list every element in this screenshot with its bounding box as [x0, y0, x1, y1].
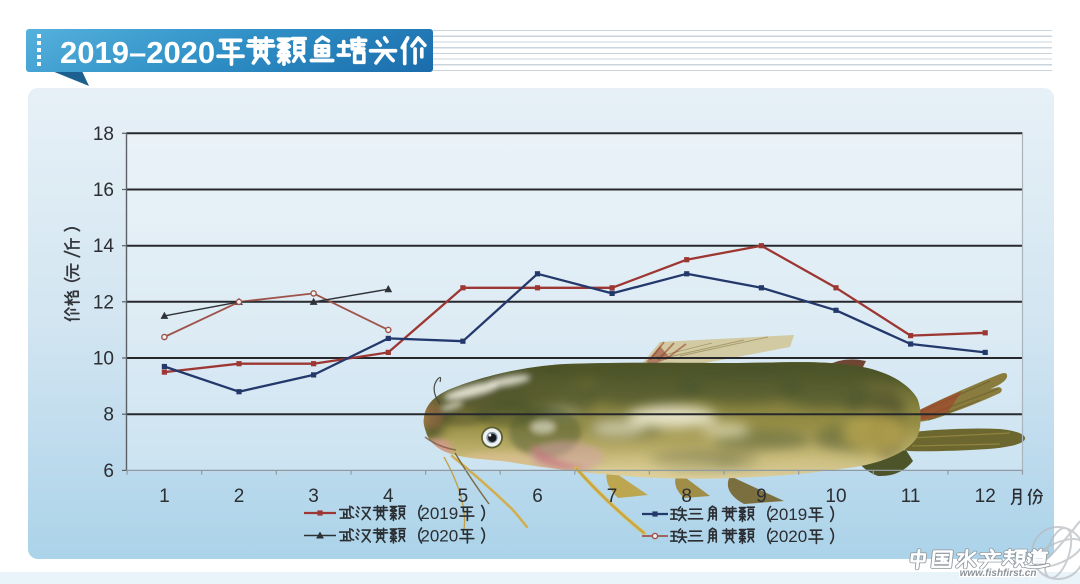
- svg-text:18: 18: [93, 124, 114, 145]
- svg-text:8: 8: [103, 405, 114, 426]
- svg-text:9: 9: [756, 486, 767, 507]
- svg-text:5: 5: [458, 486, 469, 507]
- svg-text:2: 2: [234, 486, 245, 507]
- svg-text:1: 1: [159, 486, 170, 507]
- svg-text:2019: 2019: [420, 504, 458, 523]
- svg-text:10: 10: [825, 486, 846, 507]
- svg-text:11: 11: [901, 486, 921, 507]
- svg-text:16: 16: [93, 180, 114, 201]
- svg-text:2020: 2020: [769, 527, 807, 546]
- svg-text:12: 12: [975, 486, 996, 507]
- svg-text:14: 14: [93, 236, 115, 257]
- svg-text:12: 12: [93, 292, 114, 313]
- svg-text:www.fishfirst.cn: www.fishfirst.cn: [960, 568, 1037, 579]
- svg-text:4: 4: [383, 486, 394, 507]
- svg-text:6: 6: [103, 461, 114, 482]
- svg-text:6: 6: [532, 486, 543, 507]
- svg-text:www.fishfirst.cn: www.fishfirst.cn: [960, 568, 1037, 579]
- svg-text:2019: 2019: [769, 505, 807, 524]
- svg-text:2020: 2020: [420, 527, 458, 546]
- svg-text:3: 3: [308, 486, 319, 507]
- svg-text:8: 8: [681, 486, 692, 507]
- svg-text:7: 7: [607, 486, 618, 507]
- svg-text:10: 10: [93, 349, 114, 370]
